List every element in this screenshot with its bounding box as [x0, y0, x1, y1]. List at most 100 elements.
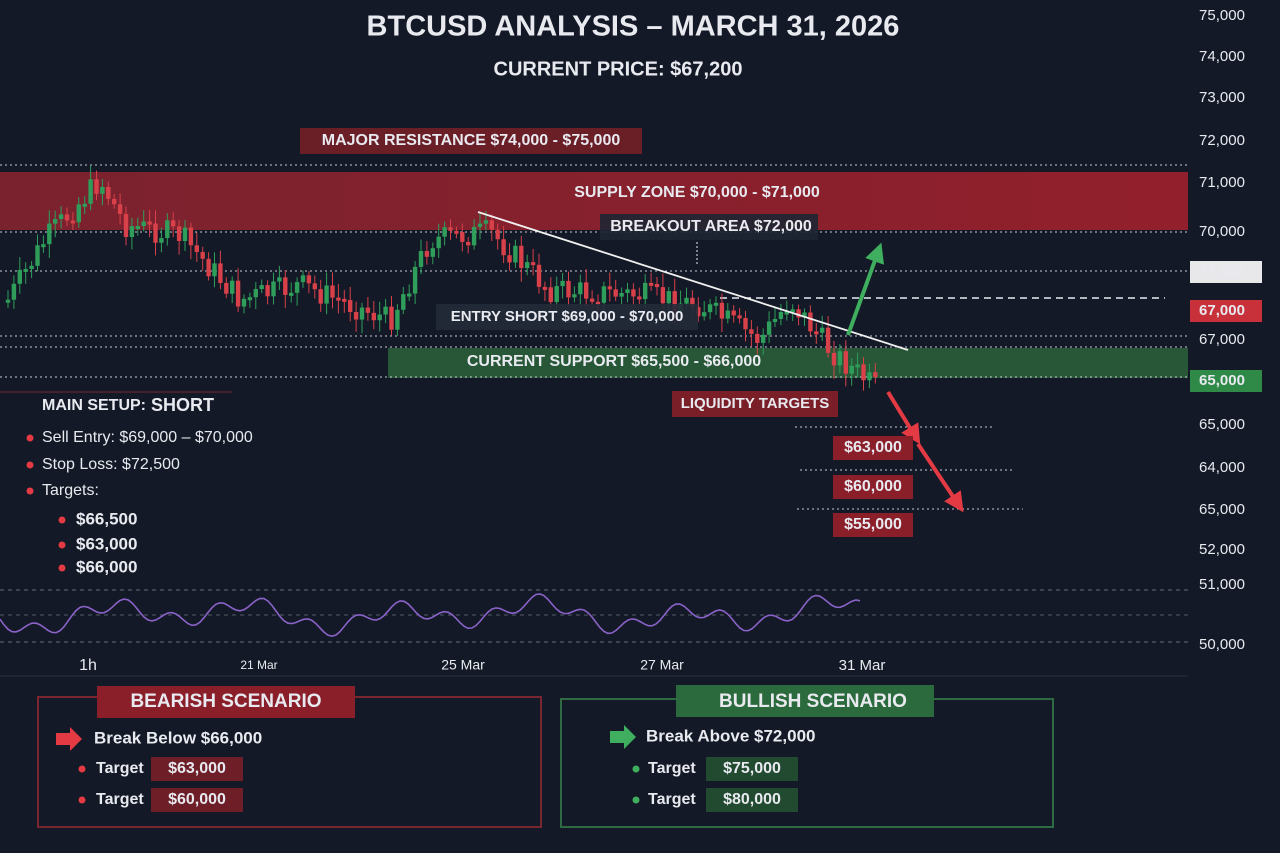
candle-body	[837, 351, 843, 366]
zone-label: CURRENT SUPPORT $65,500 - $66,000	[467, 353, 761, 370]
candle-body	[106, 186, 111, 199]
candle-body	[530, 262, 536, 266]
trigger: Break Above $72,000	[646, 726, 815, 745]
candle-body	[277, 277, 282, 282]
candle-body	[519, 245, 524, 269]
candle-body	[442, 227, 447, 237]
candle-body	[536, 264, 542, 287]
target-value: $60,000	[168, 791, 226, 808]
candle-body	[318, 289, 323, 304]
candle-body	[489, 220, 494, 230]
candle-body	[300, 275, 306, 283]
candle-body	[47, 223, 52, 245]
candle-body	[29, 265, 34, 269]
candle-body	[796, 309, 801, 318]
price-label: 77,000	[1199, 263, 1245, 280]
candle-body	[719, 302, 725, 319]
candle-body	[5, 299, 11, 303]
setup-target: $63,000	[76, 534, 137, 553]
candle-body	[778, 312, 784, 319]
candle-body	[241, 298, 247, 307]
panel-title: BULLISH SCENARIO	[719, 691, 907, 712]
arrow-icon	[56, 727, 82, 751]
target-box	[706, 757, 798, 781]
candle-body	[200, 252, 205, 259]
candle-body	[501, 239, 506, 256]
candle-body	[348, 300, 353, 312]
candle-body	[359, 307, 365, 320]
trendline	[477, 211, 909, 351]
candle-body	[637, 296, 642, 300]
trigger: Break Below $66,000	[94, 728, 262, 747]
candle-body	[94, 179, 99, 194]
candle-body	[548, 287, 553, 303]
zone-label: LIQUIDITY TARGETS	[681, 395, 830, 412]
candle-body	[289, 292, 294, 296]
target-value: $75,000	[723, 760, 781, 777]
candle-body	[129, 226, 135, 238]
candle-body	[572, 294, 577, 298]
candle-body	[814, 331, 819, 335]
candle-body	[483, 220, 489, 224]
candle-body	[112, 198, 117, 205]
candle-body	[749, 329, 754, 334]
target-label: $55,000	[844, 516, 902, 533]
setup-item: Targets:	[42, 482, 99, 499]
candle-body	[64, 214, 70, 221]
target-value: $63,000	[168, 760, 226, 777]
time-label: 25 Mar	[441, 657, 485, 673]
candle-body	[631, 289, 636, 297]
candle-body	[595, 301, 601, 305]
candle-body	[389, 306, 394, 330]
candle-body	[123, 213, 129, 238]
candle-body	[466, 241, 471, 246]
supply-zone	[0, 172, 1188, 230]
bullet	[58, 564, 66, 572]
candle-body	[153, 223, 158, 243]
candle-body	[619, 293, 624, 297]
bullet	[58, 541, 66, 549]
candle-body	[755, 333, 760, 343]
candles	[5, 166, 878, 391]
support-zone	[388, 348, 1188, 378]
candle-body	[761, 334, 766, 343]
candle-body	[495, 229, 500, 240]
candle-body	[147, 221, 152, 225]
price-label: 70,000	[1199, 223, 1245, 240]
candle-body	[100, 186, 105, 194]
price-label: 74,000	[1199, 48, 1245, 65]
candle-body	[731, 310, 736, 316]
candle-body	[294, 282, 300, 293]
candle-body	[820, 327, 825, 333]
candle-body	[861, 364, 866, 381]
candle-body	[802, 312, 807, 318]
candle-body	[11, 283, 17, 300]
candle-body	[607, 286, 612, 290]
candle-body	[407, 293, 412, 297]
target-box	[151, 788, 243, 812]
label-box	[300, 128, 642, 154]
time-label: 27 Mar	[640, 657, 684, 673]
candle-body	[460, 232, 465, 242]
candle-body	[82, 203, 87, 207]
candle-body	[525, 262, 530, 269]
candle-body	[654, 283, 660, 288]
candle-body	[578, 282, 583, 295]
candle-body	[212, 263, 217, 277]
candle-body	[454, 230, 459, 234]
candle-body	[265, 285, 270, 297]
candle-body	[713, 302, 719, 306]
candle-body	[418, 251, 424, 267]
candle-body	[471, 226, 477, 246]
candle-body	[430, 248, 435, 257]
target-label: Target	[648, 791, 696, 808]
price-label: 51,000	[1199, 576, 1245, 593]
candle-body	[601, 286, 607, 303]
bullet	[26, 487, 34, 495]
bullet	[78, 765, 86, 773]
candle-body	[336, 297, 341, 301]
candle-body	[401, 294, 406, 310]
price-highlight	[1190, 300, 1262, 322]
candle-body	[135, 226, 140, 230]
